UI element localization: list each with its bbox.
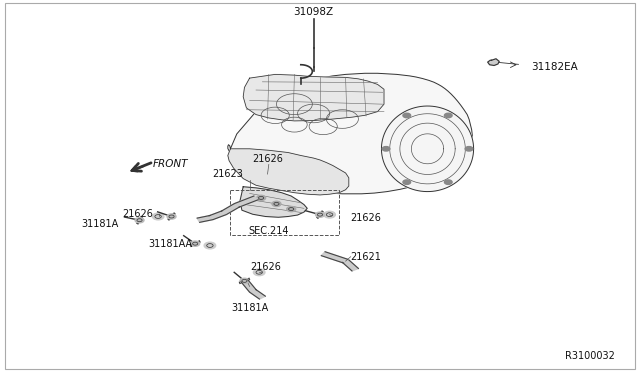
- Polygon shape: [243, 74, 384, 121]
- Text: 21626: 21626: [123, 209, 154, 219]
- Circle shape: [240, 278, 249, 283]
- Text: SEC.214: SEC.214: [248, 226, 289, 236]
- Text: 31098Z: 31098Z: [294, 7, 333, 17]
- Circle shape: [257, 195, 266, 201]
- Circle shape: [272, 201, 281, 206]
- Text: 21626: 21626: [250, 262, 281, 272]
- Circle shape: [287, 206, 296, 212]
- Polygon shape: [250, 289, 266, 299]
- Polygon shape: [197, 215, 212, 222]
- Text: 21626: 21626: [252, 154, 283, 164]
- Polygon shape: [228, 149, 349, 195]
- Circle shape: [253, 269, 265, 276]
- Text: 21623: 21623: [212, 169, 243, 179]
- Text: 31181AA: 31181AA: [148, 239, 192, 249]
- Polygon shape: [240, 187, 307, 217]
- Circle shape: [135, 218, 144, 223]
- Circle shape: [403, 180, 411, 185]
- Text: 21621: 21621: [351, 252, 381, 262]
- Circle shape: [204, 242, 216, 249]
- Text: FRONT: FRONT: [152, 159, 188, 169]
- Circle shape: [382, 147, 390, 151]
- Circle shape: [444, 113, 452, 118]
- Text: 31181A: 31181A: [231, 303, 268, 313]
- Polygon shape: [321, 252, 348, 263]
- Circle shape: [403, 113, 411, 118]
- Polygon shape: [488, 59, 499, 65]
- Circle shape: [191, 241, 200, 246]
- Circle shape: [152, 213, 164, 220]
- Text: 31181A: 31181A: [81, 219, 118, 229]
- Polygon shape: [228, 73, 472, 194]
- Circle shape: [167, 214, 176, 219]
- Circle shape: [324, 211, 335, 218]
- Polygon shape: [209, 211, 226, 219]
- Text: 31182EA: 31182EA: [531, 62, 578, 72]
- Circle shape: [465, 147, 473, 151]
- Circle shape: [444, 180, 452, 185]
- Circle shape: [316, 212, 324, 217]
- Polygon shape: [235, 196, 258, 207]
- Polygon shape: [342, 260, 358, 271]
- Text: R3100032: R3100032: [564, 351, 614, 361]
- Text: 21626: 21626: [351, 213, 381, 222]
- Polygon shape: [381, 106, 474, 192]
- Polygon shape: [221, 204, 239, 214]
- Polygon shape: [241, 280, 256, 292]
